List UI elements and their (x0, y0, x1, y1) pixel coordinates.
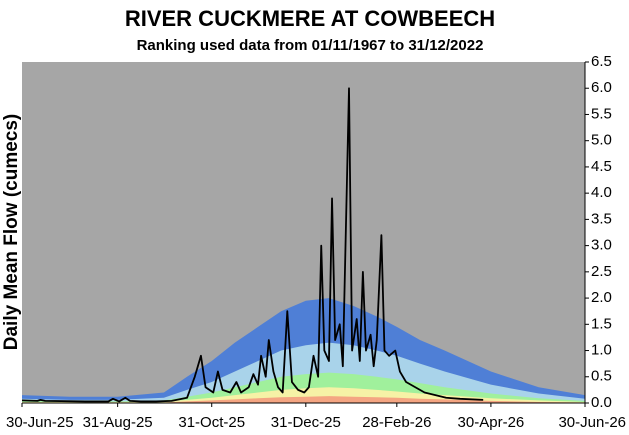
y-tick-label: 5.0 (591, 132, 612, 149)
y-tick-label: 0.0 (591, 394, 612, 411)
y-tick-label: 4.5 (591, 158, 612, 175)
y-tick-label: 3.0 (591, 237, 612, 254)
x-tick-label: 31-Oct-25 (178, 414, 245, 431)
x-tick-label: 30-Jun-26 (558, 414, 626, 431)
y-tick-label: 1.0 (591, 342, 612, 359)
x-tick-label: 31-Aug-25 (83, 414, 153, 431)
y-tick-label: 4.0 (591, 184, 612, 201)
y-axis-label: Daily Mean Flow (cumecs) (1, 114, 22, 351)
chart-title: RIVER CUCKMERE AT COWBEECH (125, 6, 495, 31)
percentile-band (22, 396, 585, 403)
percentile-band (22, 387, 585, 403)
y-tick-label: 3.5 (591, 210, 612, 227)
y-tick-label: 2.5 (591, 263, 612, 280)
y-tick-label: 5.5 (591, 105, 612, 122)
chart-subtitle: Ranking used data from 01/11/1967 to 31/… (137, 37, 484, 54)
x-tick-label: 28-Feb-26 (362, 414, 431, 431)
x-tick-label: 30-Jun-25 (6, 414, 74, 431)
y-tick-label: 6.5 (591, 53, 612, 70)
y-tick-label: 6.0 (591, 79, 612, 96)
y-tick-label: 0.5 (591, 368, 612, 385)
x-tick-label: 31-Dec-25 (271, 414, 341, 431)
y-tick-label: 2.0 (591, 289, 612, 306)
flow-line (21, 87, 484, 403)
y-tick-label: 1.5 (591, 315, 612, 332)
x-tick-label: 30-Apr-26 (458, 414, 525, 431)
